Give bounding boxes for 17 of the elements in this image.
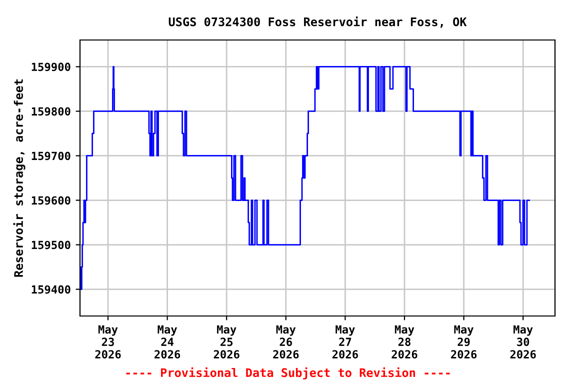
y-tick-label: 159900 xyxy=(32,62,70,72)
y-tick-label: 159400 xyxy=(32,285,70,294)
x-tick-label: May 27 2026 xyxy=(332,325,358,359)
x-tick-label: May 26 2026 xyxy=(273,325,299,359)
x-tick-label: May 24 2026 xyxy=(154,325,180,359)
x-tick-label: May 29 2026 xyxy=(451,325,477,359)
x-tick-label: May 28 2026 xyxy=(392,325,418,359)
y-tick-label: 159600 xyxy=(32,196,70,205)
x-tick-label: May 25 2026 xyxy=(214,325,240,359)
y-tick-label: 159500 xyxy=(32,240,70,250)
y-tick-label: 159700 xyxy=(32,152,70,160)
x-tick-label: May 23 2026 xyxy=(95,325,121,359)
chart-title: USGS 07324300 Foss Reservoir near Foss, OK xyxy=(168,16,467,28)
y-tick-label: 159800 xyxy=(32,107,70,116)
y-axis-title: Reservoir storage, acre-feet xyxy=(13,79,26,277)
x-tick-label: May 30 2026 xyxy=(510,325,536,359)
text: ---- Provisional Data Subject to Revision ---- xyxy=(126,367,450,380)
